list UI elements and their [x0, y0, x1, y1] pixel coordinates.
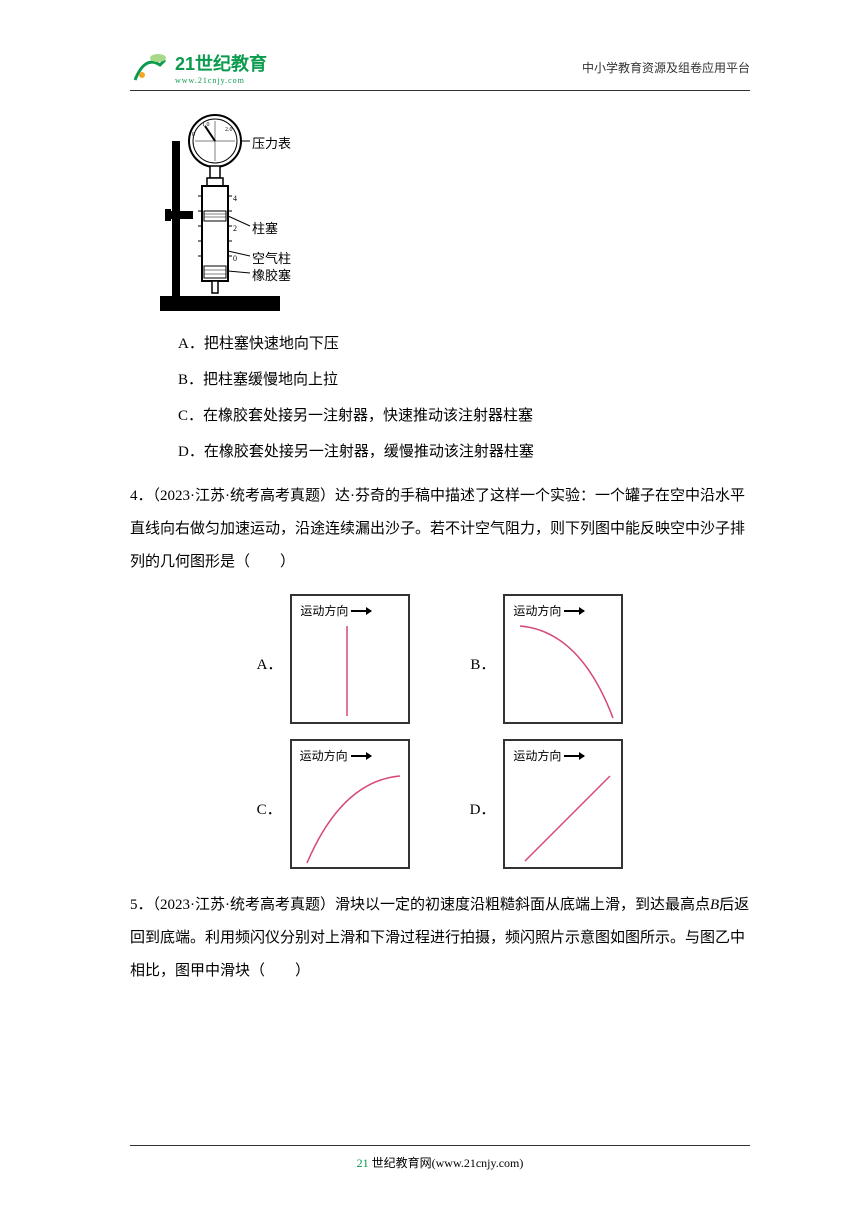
logo-main-text: 21世纪教育 [175, 50, 267, 76]
label-piston: 柱塞 [252, 218, 278, 237]
curve-c [292, 741, 412, 871]
question4-text: 4．（2023·江苏·统考高考真题）达·芬奇的手稿中描述了这样一个实验：一个罐子… [130, 480, 750, 579]
footer-rest: 世纪教育网(www.21cnjy.com) [369, 1156, 524, 1170]
figure-label-c: C． [257, 798, 282, 819]
logo: 21世纪教育 www.21cnjy.com [130, 50, 267, 85]
svg-text:2.0: 2.0 [225, 127, 233, 133]
figure-c: C． 运动方向 [257, 739, 410, 869]
question5: 5．（2023·江苏·统考高考真题）滑块以一定的初速度沿粗糙斜面从底端上滑，到达… [130, 889, 750, 988]
q5-part1: 5．（2023·江苏·统考高考真题）滑块以一定的初速度沿粗糙斜面从底端上滑，到达… [130, 897, 710, 913]
question4: 4．（2023·江苏·统考高考真题）达·芬奇的手稿中描述了这样一个实验：一个罐子… [130, 480, 750, 579]
figure-a: A． 运动方向 [257, 594, 411, 724]
option-d: D．在橡胶套处接另一注射器，缓慢推动该注射器柱塞 [178, 434, 750, 470]
header-right-text: 中小学教育资源及组卷应用平台 [582, 59, 750, 76]
figure-row-2: C． 运动方向 D． 运动方向 [130, 739, 750, 869]
option-b: B．把柱塞缓慢地向上拉 [178, 362, 750, 398]
option-a: A．把柱塞快速地向下压 [178, 326, 750, 362]
question5-text: 5．（2023·江苏·统考高考真题）滑块以一定的初速度沿粗糙斜面从底端上滑，到达… [130, 889, 750, 988]
logo-icon [130, 50, 170, 85]
label-gauge: 压力表 [252, 133, 291, 152]
curve-a [292, 596, 412, 726]
option-c: C．在橡胶套处接另一注射器，快速推动该注射器柱塞 [178, 398, 750, 434]
curve-d [505, 741, 625, 871]
svg-text:4: 4 [233, 194, 237, 203]
device-diagram: 1.0 2.0 0 [160, 111, 340, 311]
logo-sub-text: www.21cnjy.com [175, 76, 267, 85]
q5-italic: B [710, 897, 719, 913]
figure-d: D． 运动方向 [470, 739, 624, 869]
figure-label-d: D． [470, 798, 496, 819]
label-rubber: 橡胶塞 [252, 265, 291, 284]
footer-green: 21 [357, 1156, 369, 1170]
svg-text:2: 2 [233, 224, 237, 233]
svg-text:1.0: 1.0 [202, 122, 210, 128]
question3-options: A．把柱塞快速地向下压 B．把柱塞缓慢地向上拉 C．在橡胶套处接另一注射器，快速… [178, 326, 750, 470]
figure-row-1: A． 运动方向 B． 运动方向 [130, 594, 750, 724]
figure-label-a: A． [257, 653, 283, 674]
page-footer: 21 世纪教育网(www.21cnjy.com) [130, 1145, 750, 1171]
curve-b [505, 596, 625, 726]
page-header: 21世纪教育 www.21cnjy.com 中小学教育资源及组卷应用平台 [130, 50, 750, 91]
figure-b: B． 运动方向 [470, 594, 623, 724]
svg-text:0: 0 [233, 254, 237, 263]
svg-text:0: 0 [192, 132, 195, 138]
figure-label-b: B． [470, 653, 495, 674]
